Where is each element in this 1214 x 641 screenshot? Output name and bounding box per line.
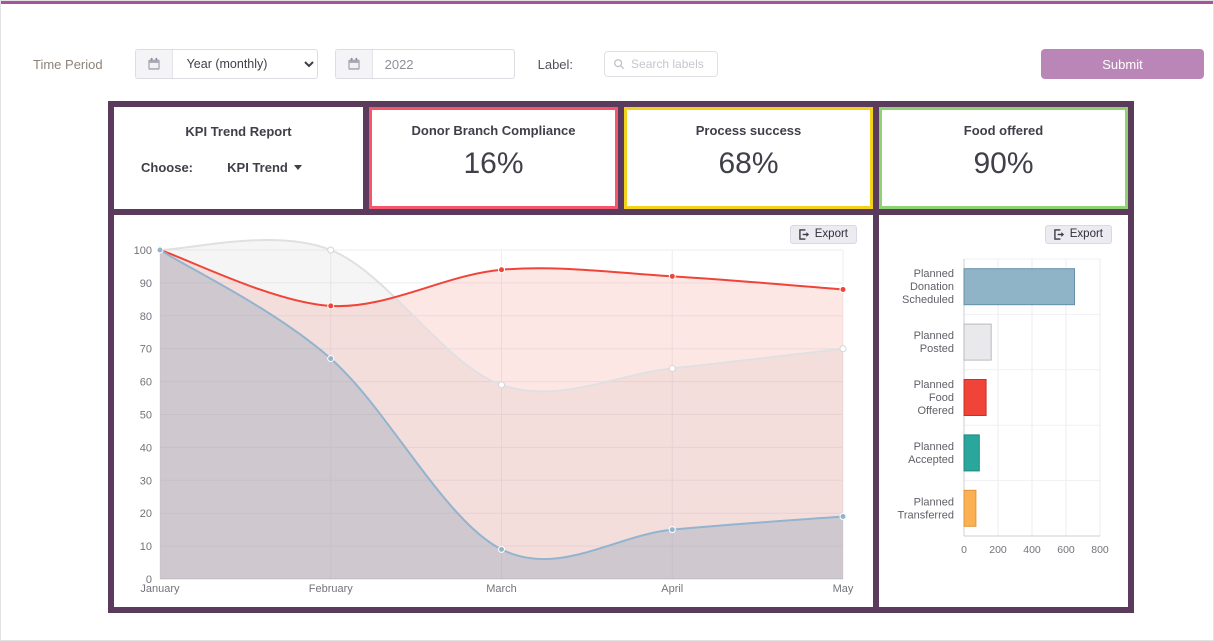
year-input-group (334, 49, 515, 79)
export-button[interactable]: Export (1044, 225, 1112, 244)
toolbar: Time Period Year (monthly) (33, 49, 1204, 79)
svg-text:0: 0 (961, 544, 967, 556)
line-chart-panel: Export 0 10 20 30 40 50 60 70 80 90 100 January Febr… (114, 215, 873, 607)
calendar-icon (335, 50, 373, 78)
metric-title: Process success (695, 123, 802, 138)
svg-text:January: January (140, 583, 180, 595)
top-accent-bar (1, 1, 1213, 4)
svg-text:100: 100 (134, 245, 152, 257)
svg-text:50: 50 (140, 410, 152, 422)
svg-text:March: March (486, 583, 517, 595)
metric-card-food-offered: Food offered 90% (879, 107, 1128, 209)
metric-value: 90% (973, 147, 1034, 180)
svg-text:200: 200 (989, 544, 1007, 556)
search-input[interactable] (625, 57, 718, 71)
label-caption: Label: (537, 56, 574, 72)
export-button[interactable]: Export (789, 225, 857, 244)
kpi-choose-row: Choose: KPI Trend (114, 160, 363, 175)
kpi-trend-card: KPI Trend Report Choose: KPI Trend (114, 107, 363, 209)
svg-text:800: 800 (1091, 544, 1109, 556)
svg-text:May: May (833, 583, 854, 595)
period-select-group: Year (monthly) (134, 49, 318, 79)
svg-text:600: 600 (1057, 544, 1075, 556)
kpi-card-title: KPI Trend Report (185, 124, 292, 139)
svg-text:400: 400 (1023, 544, 1041, 556)
export-button-label: Export (814, 228, 848, 240)
export-icon (798, 228, 810, 240)
line-chart: 0 10 20 30 40 50 60 70 80 90 100 January February Mar… (114, 215, 873, 607)
svg-text:February: February (309, 583, 354, 595)
caret-down-icon (293, 165, 302, 170)
svg-text:70: 70 (140, 344, 152, 356)
choose-label: Choose: (141, 160, 193, 175)
svg-text:April: April (661, 583, 683, 595)
period-select[interactable]: Year (monthly) (172, 50, 317, 78)
metric-title: Food offered (963, 123, 1044, 138)
metric-card-donor-branch-compliance: Donor Branch Compliance 16% (369, 107, 618, 209)
metric-title: Donor Branch Compliance (411, 123, 576, 138)
svg-text:0: 0 (146, 574, 152, 586)
metric-value: 16% (463, 147, 524, 180)
search-icon (613, 58, 625, 70)
bar-chart-panel: Export 0 200 400 600 800 Planned Donation Sched… (879, 215, 1128, 607)
search-box[interactable] (604, 51, 719, 77)
svg-text:40: 40 (140, 442, 152, 454)
calendar-icon (135, 50, 173, 78)
dashboard-container: KPI Trend Report Choose: KPI Trend Donor… (108, 101, 1134, 613)
svg-text:10: 10 (140, 541, 152, 553)
svg-text:90: 90 (140, 278, 152, 290)
time-period-label: Time Period (33, 56, 103, 72)
year-input[interactable] (372, 50, 514, 78)
kpi-trend-dropdown[interactable]: KPI Trend (227, 160, 302, 175)
bar-chart: 0 200 400 600 800 Planned Donation Scheduled Pla… (879, 215, 1128, 607)
svg-text:80: 80 (140, 311, 152, 323)
metric-card-process-success: Process success 68% (624, 107, 873, 209)
submit-button[interactable]: Submit (1041, 49, 1204, 79)
svg-text:60: 60 (140, 377, 152, 389)
svg-text:30: 30 (140, 475, 152, 487)
svg-text:20: 20 (140, 508, 152, 520)
metric-value: 68% (718, 147, 779, 180)
export-button-label: Export (1069, 228, 1103, 240)
export-icon (1053, 228, 1065, 240)
kpi-dropdown-label: KPI Trend (227, 160, 288, 175)
